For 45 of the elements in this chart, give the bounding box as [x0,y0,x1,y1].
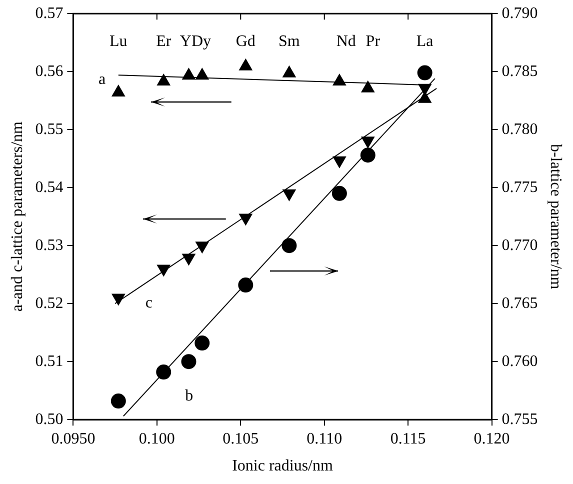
point [417,65,432,80]
y-tick-label: 0.57 [35,4,64,22]
annotation: b [185,387,194,404]
y-tick-label: 0.50 [35,410,64,428]
y2-tick-label: 0.770 [502,236,538,254]
point [238,278,254,293]
annotation: c [145,294,153,312]
y2-tick-label: 0.775 [502,178,538,196]
annotation: Gd [236,33,256,50]
y2-axis-title: b-lattice parameter/nm [547,144,564,290]
x-tick-label: 0.100 [138,430,175,448]
y-tick-label: 0.53 [35,236,64,254]
x-tick-label: 0.120 [474,430,510,448]
y-tick-label: 0.52 [35,294,64,312]
y-axis-title: a-and c-lattice parameters/nm [8,120,26,312]
annotation: YDy [180,33,211,50]
y2-tick-label: 0.780 [502,120,538,138]
x-axis-title: Ionic radius/nm [232,458,334,475]
y-tick-label: 0.51 [35,352,64,370]
y2-tick-label: 0.765 [502,294,538,312]
annotation: La [416,33,434,50]
x-tick-label: 0.105 [222,430,259,448]
y2-tick-label: 0.760 [502,352,538,370]
point [332,186,347,201]
annotation: Nd [336,33,356,50]
point [110,394,126,409]
point [181,354,196,370]
annotation: Lu [110,33,128,50]
annotation: Pr [366,33,381,50]
annotation: a [98,70,106,88]
annotation: Er [156,33,172,50]
y2-tick-label: 0.755 [502,410,538,428]
y-tick-label: 0.55 [35,120,64,138]
y2-tick-label: 0.785 [502,62,538,80]
point [156,364,172,380]
point [194,336,210,351]
x-tick-label: 0.0950 [51,430,96,448]
y2-tick-label: 0.790 [502,4,538,22]
x-tick-label: 0.110 [306,430,342,448]
point [282,238,297,254]
x-tick-label: 0.115 [390,430,426,448]
point [360,148,376,163]
y-tick-label: 0.56 [35,62,64,80]
annotation: Sm [278,33,300,50]
y-tick-label: 0.54 [35,178,64,196]
